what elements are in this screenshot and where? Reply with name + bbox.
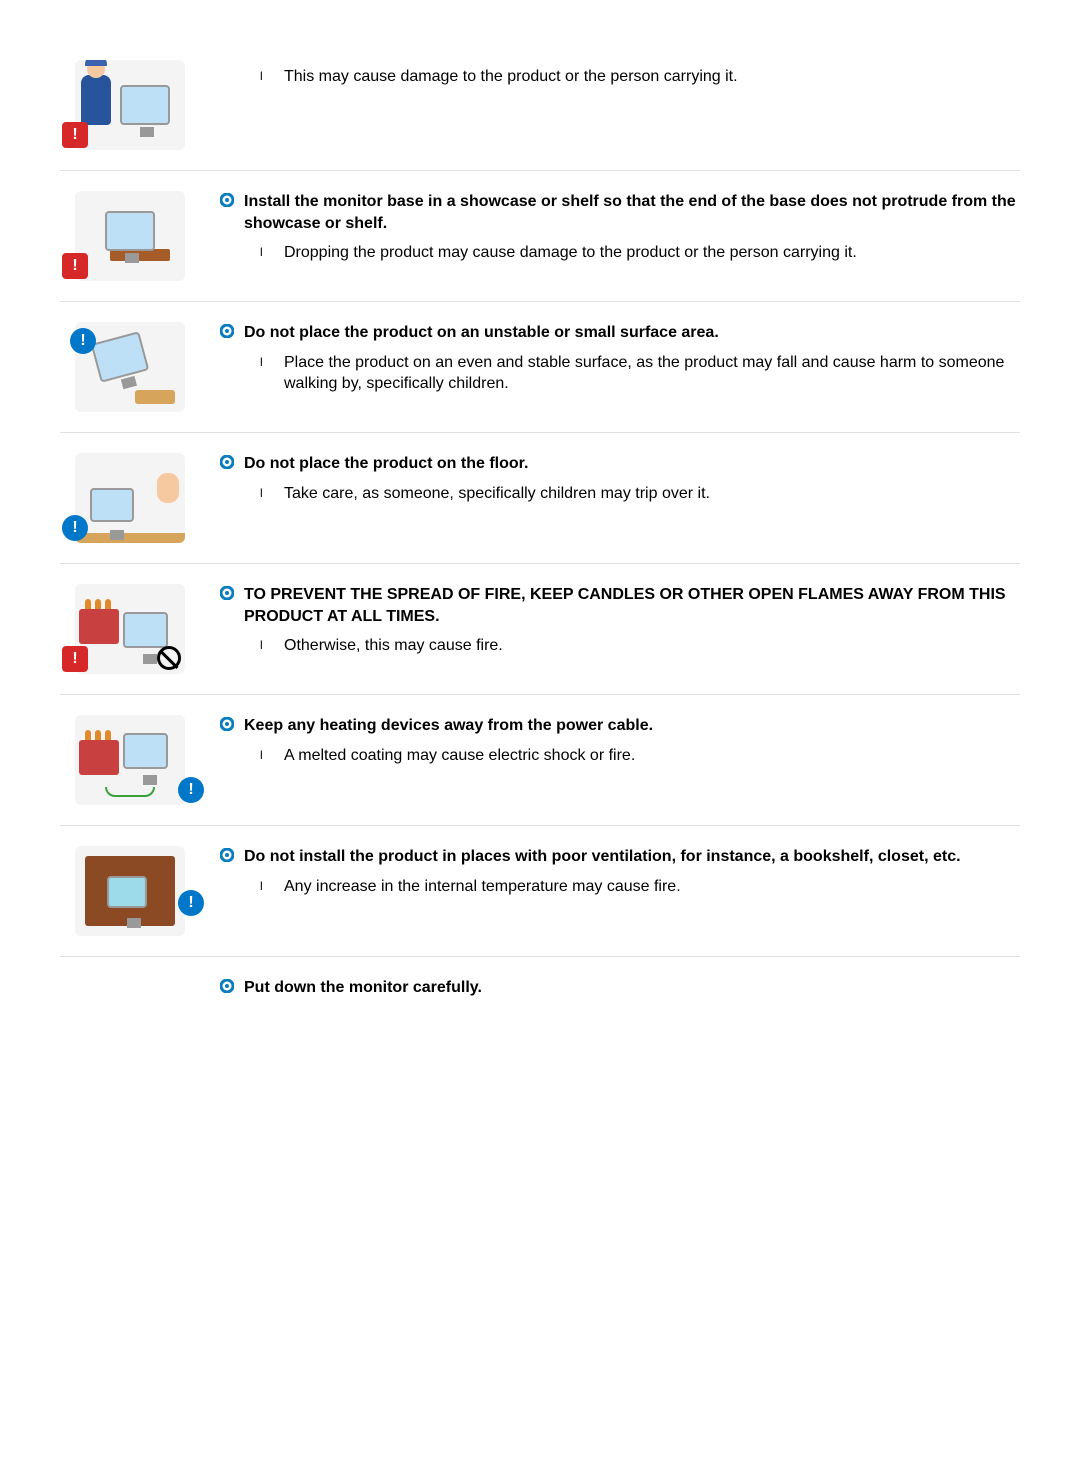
content-column: Keep any heating devices away from the p… [210,715,1020,772]
illus-monitor-on-shelf [75,191,185,281]
list-marker-icon: l [260,245,276,259]
safety-section: ! Install the monitor base in a showcase… [60,171,1020,302]
illustration-column: ! [60,453,210,543]
detail-item: l Dropping the product may cause damage … [260,242,1020,264]
heading-text: TO PREVENT THE SPREAD OF FIRE, KEEP CAND… [244,584,1020,627]
heading-text: Do not install the product in places wit… [244,846,961,868]
safety-section: Put down the monitor carefully. [60,957,1020,1087]
safety-section: ! Do not place the product on an unstabl… [60,302,1020,433]
bullet-icon [220,586,238,600]
illustration-column: ! [60,60,210,150]
content-column: Do not install the product in places wit… [210,846,1020,903]
bullet-icon [220,717,238,731]
bullet-icon [220,979,238,993]
list-marker-icon: l [260,486,276,500]
illus-person-carry-monitor [75,60,185,150]
detail-item: l Any increase in the internal temperatu… [260,876,1020,898]
safety-section: ! l This may cause damage to the product… [60,40,1020,171]
content-column: l This may cause damage to the product o… [210,60,1020,94]
illustration-column: ! [60,191,210,281]
list-marker-icon: l [260,355,276,369]
safety-section: ! Do not place the product on the floor.… [60,433,1020,564]
heading-row: Do not install the product in places wit… [220,846,1020,868]
safety-section: ! Keep any heating devices away from the… [60,695,1020,826]
detail-text: Any increase in the internal temperature… [284,876,681,898]
illustration-column: ! [60,584,210,674]
heading-row: Do not place the product on an unstable … [220,322,1020,344]
bullet-icon [220,848,238,862]
list-marker-icon: l [260,879,276,893]
illustration-column [60,977,210,1067]
exclamation-badge-icon: ! [62,515,88,541]
detail-text: Otherwise, this may cause fire. [284,635,503,657]
exclamation-badge-icon: ! [178,777,204,803]
heading-text: Do not place the product on the floor. [244,453,528,475]
illus-monitor-heater-cable [75,715,185,805]
illus-monitor-floor-child [75,453,185,543]
illustration-column: ! [60,322,210,412]
content-column: Put down the monitor carefully. [210,977,1020,1007]
heading-row: Keep any heating devices away from the p… [220,715,1020,737]
illustration-column: ! [60,715,210,805]
illus-monitor-heater-fire [75,584,185,674]
exclamation-badge-icon: ! [70,328,96,354]
warning-badge-icon: ! [62,253,88,279]
heading-text: Install the monitor base in a showcase o… [244,191,1020,234]
detail-item: l This may cause damage to the product o… [260,66,1020,88]
heading-text: Do not place the product on an unstable … [244,322,719,344]
exclamation-badge-icon: ! [178,890,204,916]
heading-text: Put down the monitor carefully. [244,977,482,999]
illustration-column: ! [60,846,210,936]
heading-row: TO PREVENT THE SPREAD OF FIRE, KEEP CAND… [220,584,1020,627]
warning-badge-icon: ! [62,646,88,672]
content-column: TO PREVENT THE SPREAD OF FIRE, KEEP CAND… [210,584,1020,663]
bullet-icon [220,455,238,469]
illus-monitor-bookshelf [75,846,185,936]
heading-text: Keep any heating devices away from the p… [244,715,653,737]
list-marker-icon: l [260,748,276,762]
heading-row: Install the monitor base in a showcase o… [220,191,1020,234]
detail-item: l A melted coating may cause electric sh… [260,745,1020,767]
content-column: Do not place the product on the floor. l… [210,453,1020,510]
bullet-icon [220,324,238,338]
safety-section: ! Do not install the product in places w… [60,826,1020,957]
content-column: Do not place the product on an unstable … [210,322,1020,401]
detail-item: l Otherwise, this may cause fire. [260,635,1020,657]
detail-text: Dropping the product may cause damage to… [284,242,857,264]
heading-row: Put down the monitor carefully. [220,977,1020,999]
warning-badge-icon: ! [62,122,88,148]
heading-row: Do not place the product on the floor. [220,453,1020,475]
list-marker-icon: l [260,638,276,652]
content-column: Install the monitor base in a showcase o… [210,191,1020,270]
safety-section: ! TO PREVENT THE SPREAD OF FIRE, KEEP CA… [60,564,1020,695]
detail-item: l Take care, as someone, specifically ch… [260,483,1020,505]
detail-text: A melted coating may cause electric shoc… [284,745,635,767]
bullet-icon [220,193,238,207]
detail-text: Take care, as someone, specifically chil… [284,483,710,505]
detail-item: l Place the product on an even and stabl… [260,352,1020,395]
list-marker-icon: l [260,69,276,83]
detail-text: Place the product on an even and stable … [284,352,1020,395]
detail-text: This may cause damage to the product or … [284,66,738,88]
